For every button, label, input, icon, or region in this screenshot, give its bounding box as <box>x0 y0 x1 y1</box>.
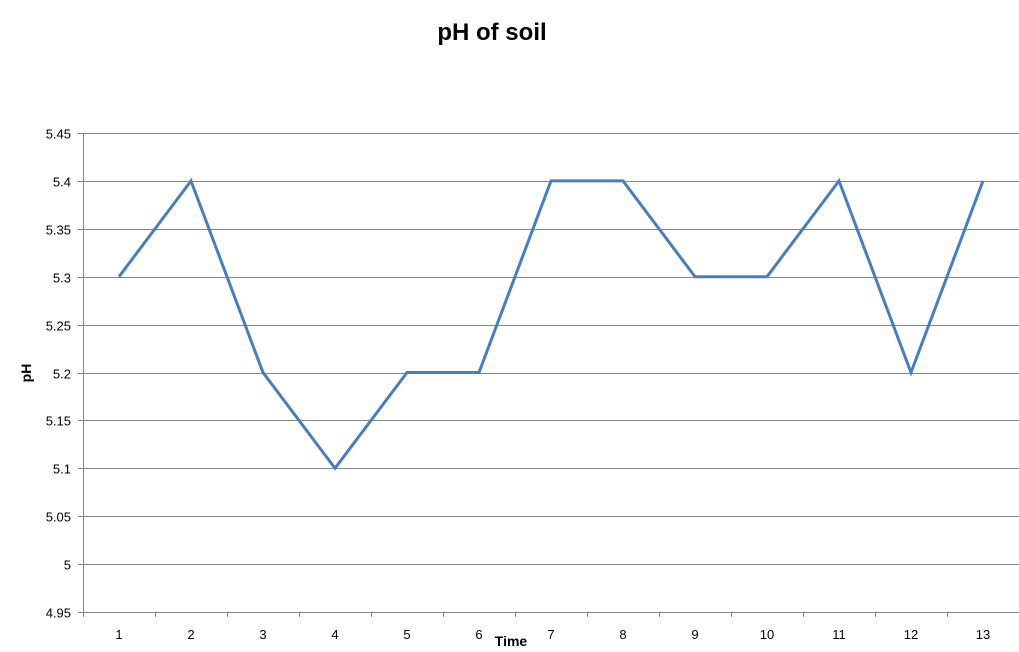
axes <box>83 133 1019 613</box>
series-line <box>117 177 985 471</box>
x-tick-label: 10 <box>760 627 774 642</box>
data-point <box>476 370 482 376</box>
x-tick-label: 3 <box>259 627 266 642</box>
data-point <box>548 178 554 184</box>
x-tick-label: 7 <box>547 627 554 642</box>
y-tick-label: 5.3 <box>53 271 71 286</box>
x-axis-title: Time <box>495 633 528 649</box>
y-tick-label: 5.35 <box>46 223 71 238</box>
y-tick-label: 5 <box>64 558 71 573</box>
data-point <box>620 178 626 184</box>
x-tick-label: 1 <box>115 627 122 642</box>
data-point <box>116 274 122 280</box>
y-tick-label: 5.05 <box>46 510 71 525</box>
data-point <box>764 274 770 280</box>
x-tick-labels: 1 2 3 4 5 6 7 8 9 10 11 12 13 <box>115 627 990 642</box>
y-tick-label: 4.95 <box>46 606 71 621</box>
data-point <box>692 274 698 280</box>
data-point <box>980 178 986 184</box>
chart-title: pH of soil <box>437 19 546 46</box>
data-point <box>908 370 914 376</box>
y-tick-label: 5.45 <box>46 127 71 142</box>
data-point <box>404 370 410 376</box>
x-tick-label: 13 <box>976 627 990 642</box>
y-tick-label: 5.25 <box>46 319 71 334</box>
y-axis-title: pH <box>18 364 34 383</box>
series-layer <box>116 177 986 471</box>
x-tick-label: 8 <box>619 627 626 642</box>
data-point <box>332 465 338 471</box>
x-tick-label: 2 <box>187 627 194 642</box>
x-tick-label: 6 <box>475 627 482 642</box>
x-tick-label: 12 <box>904 627 918 642</box>
data-point <box>260 370 266 376</box>
x-tick-label: 9 <box>691 627 698 642</box>
x-tick-label: 4 <box>331 627 338 642</box>
data-point <box>188 178 194 184</box>
y-tick-label: 5.15 <box>46 414 71 429</box>
y-tick-labels: 4.95 5 5.05 5.1 5.15 5.2 5.25 5.3 5.35 5.4 5.45 <box>46 127 71 621</box>
x-tick-label: 5 <box>403 627 410 642</box>
y-tick-label: 5.1 <box>53 462 71 477</box>
x-tick-label: 11 <box>832 627 846 642</box>
y-tick-label: 5.2 <box>53 367 71 382</box>
gridlines <box>78 133 1019 617</box>
data-point <box>836 178 842 184</box>
y-tick-label: 5.4 <box>53 175 71 190</box>
